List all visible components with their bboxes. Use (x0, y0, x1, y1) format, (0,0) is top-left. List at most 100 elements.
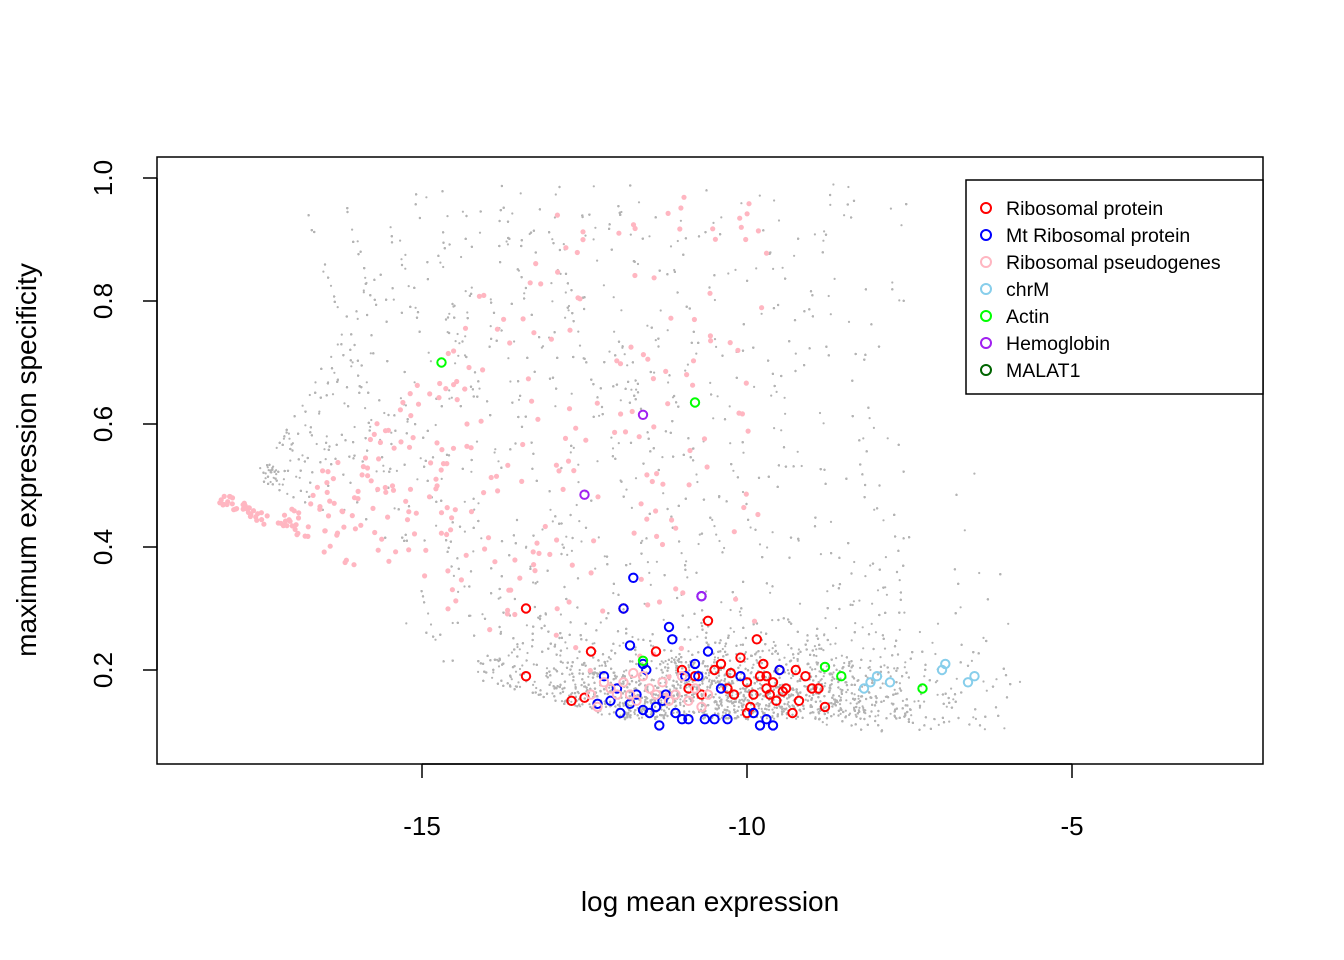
background-point (813, 233, 817, 236)
background-point (369, 352, 372, 355)
background-point (726, 653, 729, 656)
background-point (822, 239, 825, 242)
background-point (693, 662, 696, 665)
background-point (362, 289, 365, 292)
background-point (660, 708, 663, 711)
background-point (578, 520, 581, 523)
background-point (834, 642, 837, 645)
background-point (404, 267, 407, 270)
background-point (688, 685, 691, 688)
background-point (797, 539, 800, 542)
background-point (1018, 680, 1022, 684)
background-point (667, 381, 670, 384)
background-point (466, 311, 469, 314)
background-point (729, 627, 732, 630)
background-point (720, 216, 723, 219)
background-point (898, 299, 901, 302)
background-point (635, 388, 638, 391)
background-point (577, 481, 580, 484)
background-point (823, 633, 826, 636)
background-point (629, 233, 632, 236)
background-point (950, 687, 953, 690)
background-point (308, 393, 311, 397)
background-point (679, 703, 682, 707)
background-point (712, 417, 715, 420)
background-point (362, 291, 365, 294)
background-point (454, 340, 457, 343)
background-point (559, 272, 562, 275)
background-point (477, 502, 480, 505)
background-point (567, 309, 570, 312)
background-point (461, 210, 464, 213)
background-point (620, 682, 623, 685)
background-point (833, 677, 836, 681)
background-point (375, 470, 378, 473)
background-point (685, 681, 689, 684)
background-point (275, 469, 278, 472)
background-point (809, 666, 812, 669)
background-point (685, 699, 688, 703)
background-point (637, 638, 640, 641)
background-point (365, 381, 368, 384)
background-point (952, 698, 955, 701)
background-point (813, 645, 817, 648)
background-point (553, 216, 557, 219)
background-point (985, 689, 988, 692)
background-point (370, 418, 373, 422)
background-point (507, 357, 510, 360)
background-point (885, 593, 889, 596)
background-point (815, 654, 818, 658)
background-point (768, 649, 771, 652)
background-point (853, 693, 856, 696)
background-point (758, 682, 762, 685)
background-point (713, 658, 716, 661)
background-point (881, 682, 884, 685)
background-point (611, 447, 615, 450)
background-point (580, 684, 583, 687)
background-point (713, 656, 717, 659)
background-point (978, 571, 981, 575)
background-point (769, 591, 772, 594)
background-point (400, 258, 403, 261)
background-point (549, 681, 552, 684)
background-point (636, 262, 640, 266)
background-point (858, 599, 861, 602)
background-point (898, 628, 901, 631)
background-point (819, 553, 823, 556)
background-point (472, 550, 475, 553)
background-point (448, 397, 451, 400)
background-point (683, 710, 686, 713)
background-point (404, 404, 407, 407)
background-point (514, 670, 518, 673)
background-point (623, 670, 626, 673)
background-point (936, 679, 939, 682)
background-point (491, 676, 494, 679)
background-point (602, 284, 606, 287)
background-point (626, 364, 629, 367)
background-point (785, 717, 789, 720)
background-point (716, 395, 719, 398)
background-point (777, 219, 781, 222)
background-point (264, 472, 267, 475)
background-point (652, 645, 655, 648)
background-point (639, 674, 642, 677)
background-point (451, 621, 454, 625)
background-point (673, 686, 676, 689)
background-point (829, 313, 832, 316)
background-point (626, 715, 629, 718)
background-point (781, 266, 784, 269)
background-point (695, 352, 698, 355)
background-point (728, 405, 731, 408)
background-point (740, 713, 743, 717)
background-point (910, 714, 913, 717)
background-point (568, 673, 571, 676)
background-point (584, 234, 587, 237)
background-point (566, 647, 569, 650)
background-point (577, 330, 580, 333)
background-point (955, 677, 958, 680)
background-point (532, 663, 535, 666)
background-point (325, 435, 328, 438)
background-point (934, 681, 938, 684)
background-point (660, 660, 663, 663)
background-point (796, 450, 799, 453)
